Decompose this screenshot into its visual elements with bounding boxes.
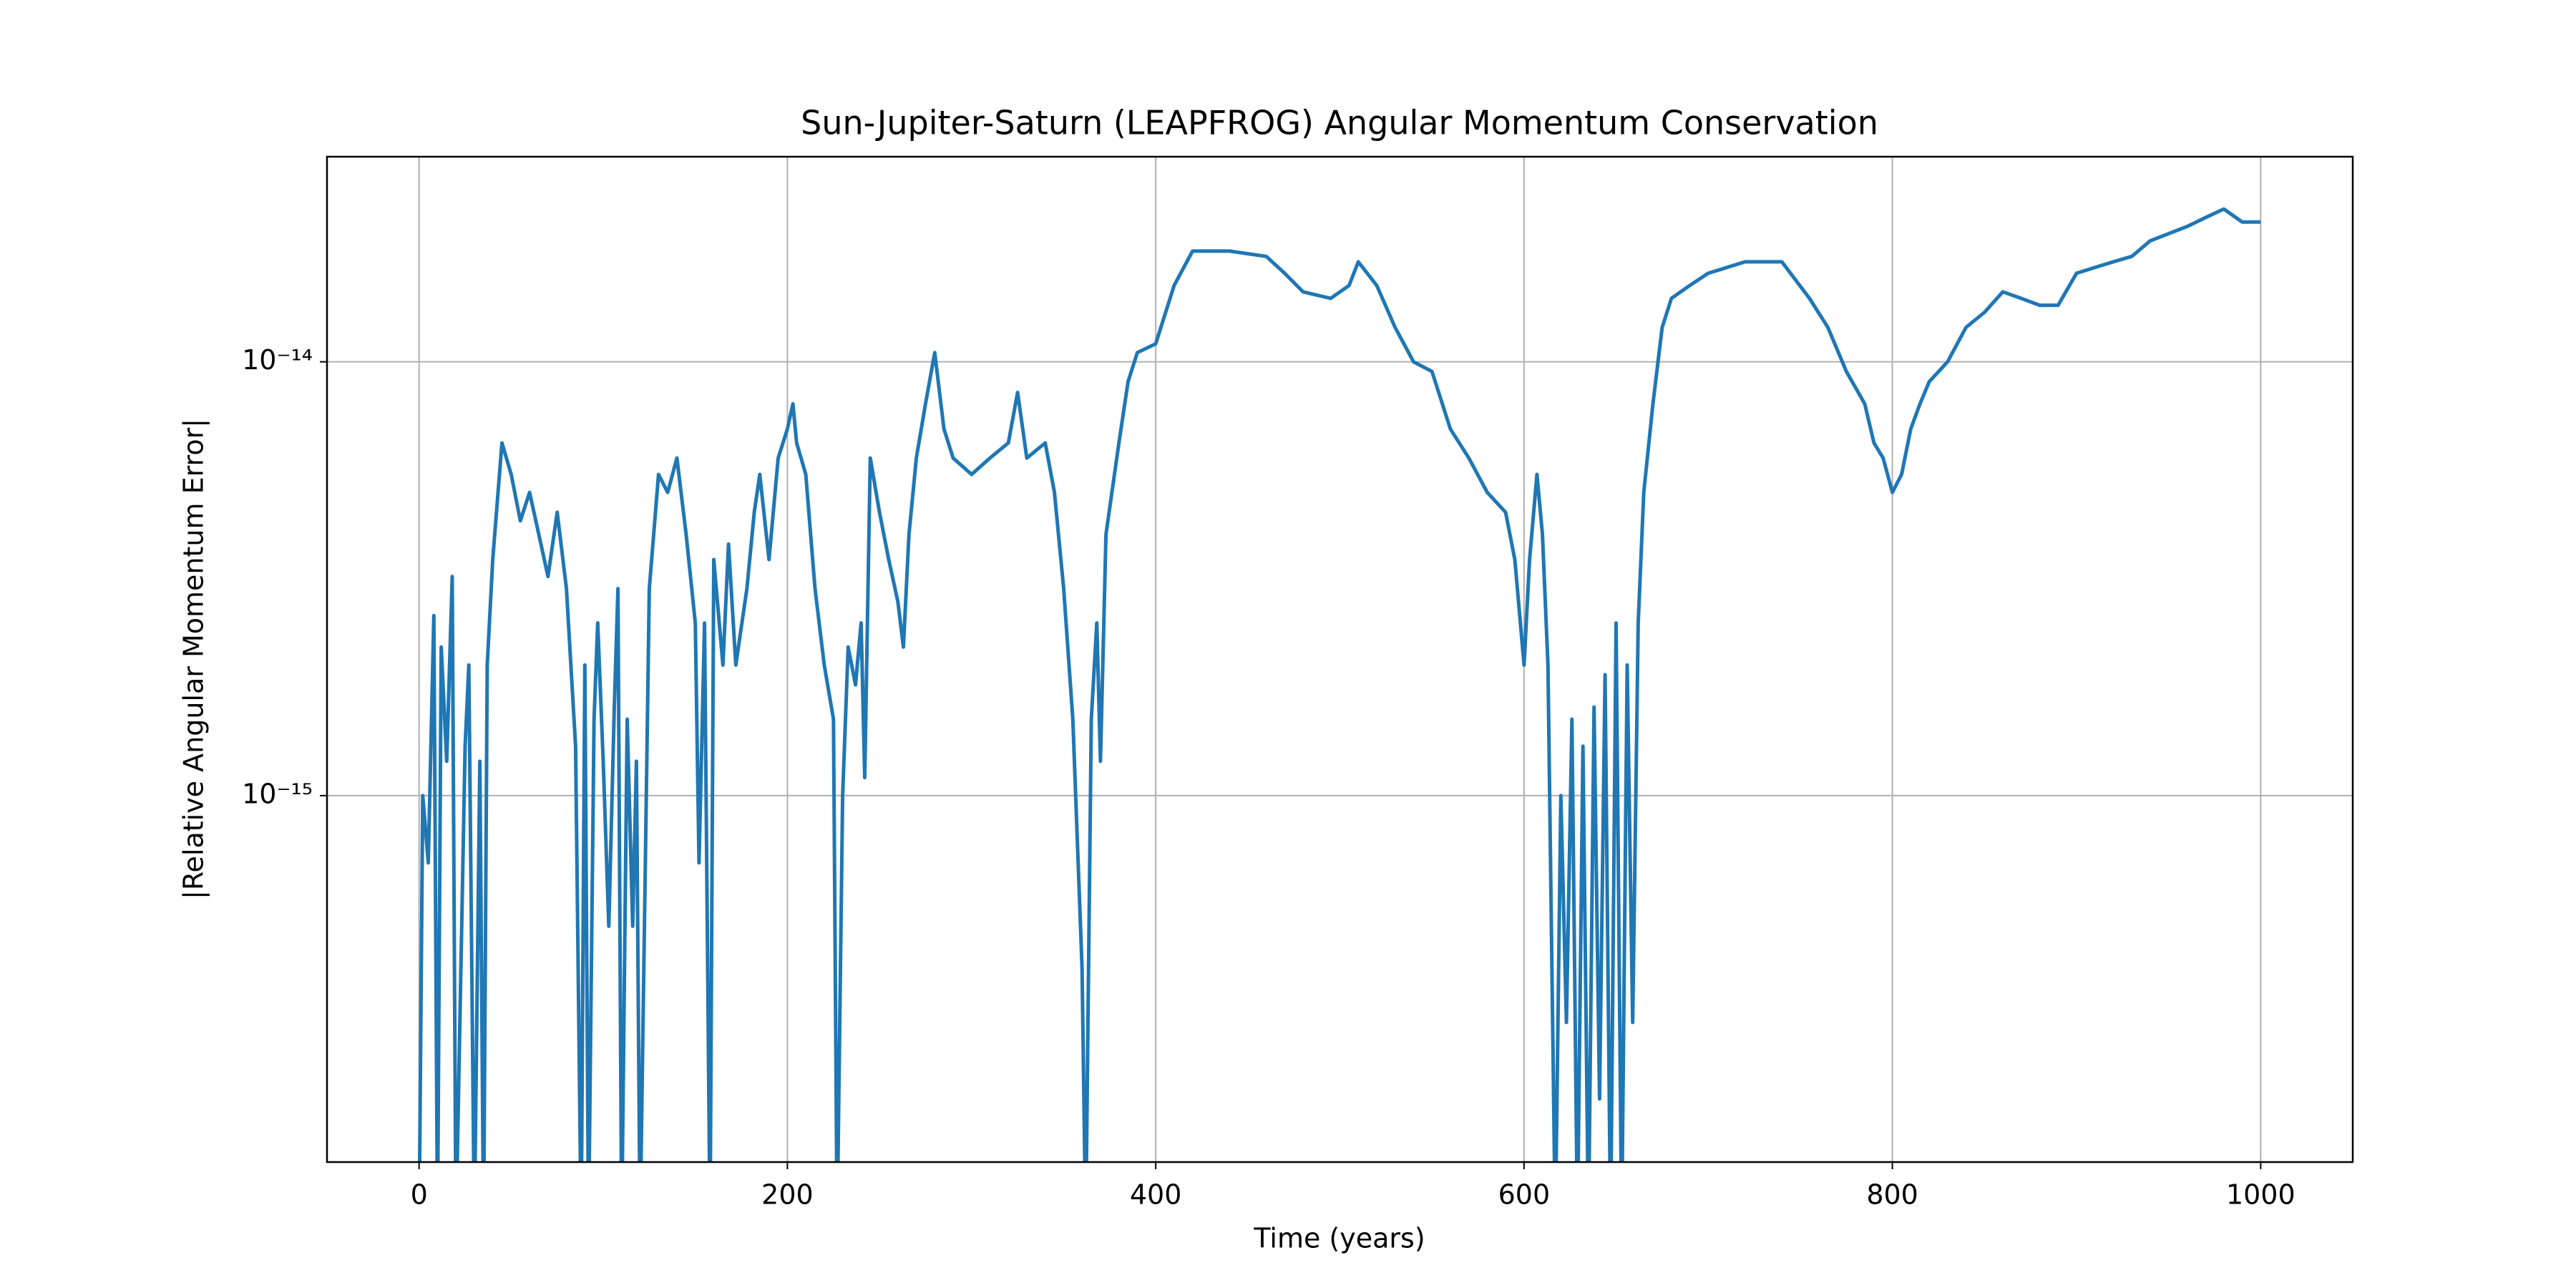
x-tick-label: 1000 (2226, 1179, 2296, 1211)
x-tick-label: 200 (761, 1179, 814, 1211)
axes-frame (326, 155, 2354, 1163)
x-tick-label: 600 (1498, 1179, 1551, 1211)
y-axis-label: |Relative Angular Momentum Error| (178, 419, 210, 899)
grid (327, 157, 2353, 1162)
x-tick-label: 800 (1866, 1179, 1918, 1211)
x-tick-label: 0 (411, 1179, 428, 1211)
x-tick-label: 400 (1130, 1179, 1182, 1211)
chart-title: Sun-Jupiter-Saturn (LEAPFROG) Angular Mo… (801, 104, 1878, 142)
data-line (417, 207, 2261, 1162)
x-axis-label: Time (years) (1253, 1223, 1425, 1254)
y-tick-label: 10⁻¹⁵ (242, 778, 313, 809)
ticks: 0 200 400 600 800 1000 10⁻¹⁵ 10⁻¹⁴ (242, 344, 2296, 1210)
y-tick-label: 10⁻¹⁴ (242, 344, 313, 376)
plot-area (417, 207, 2261, 1162)
